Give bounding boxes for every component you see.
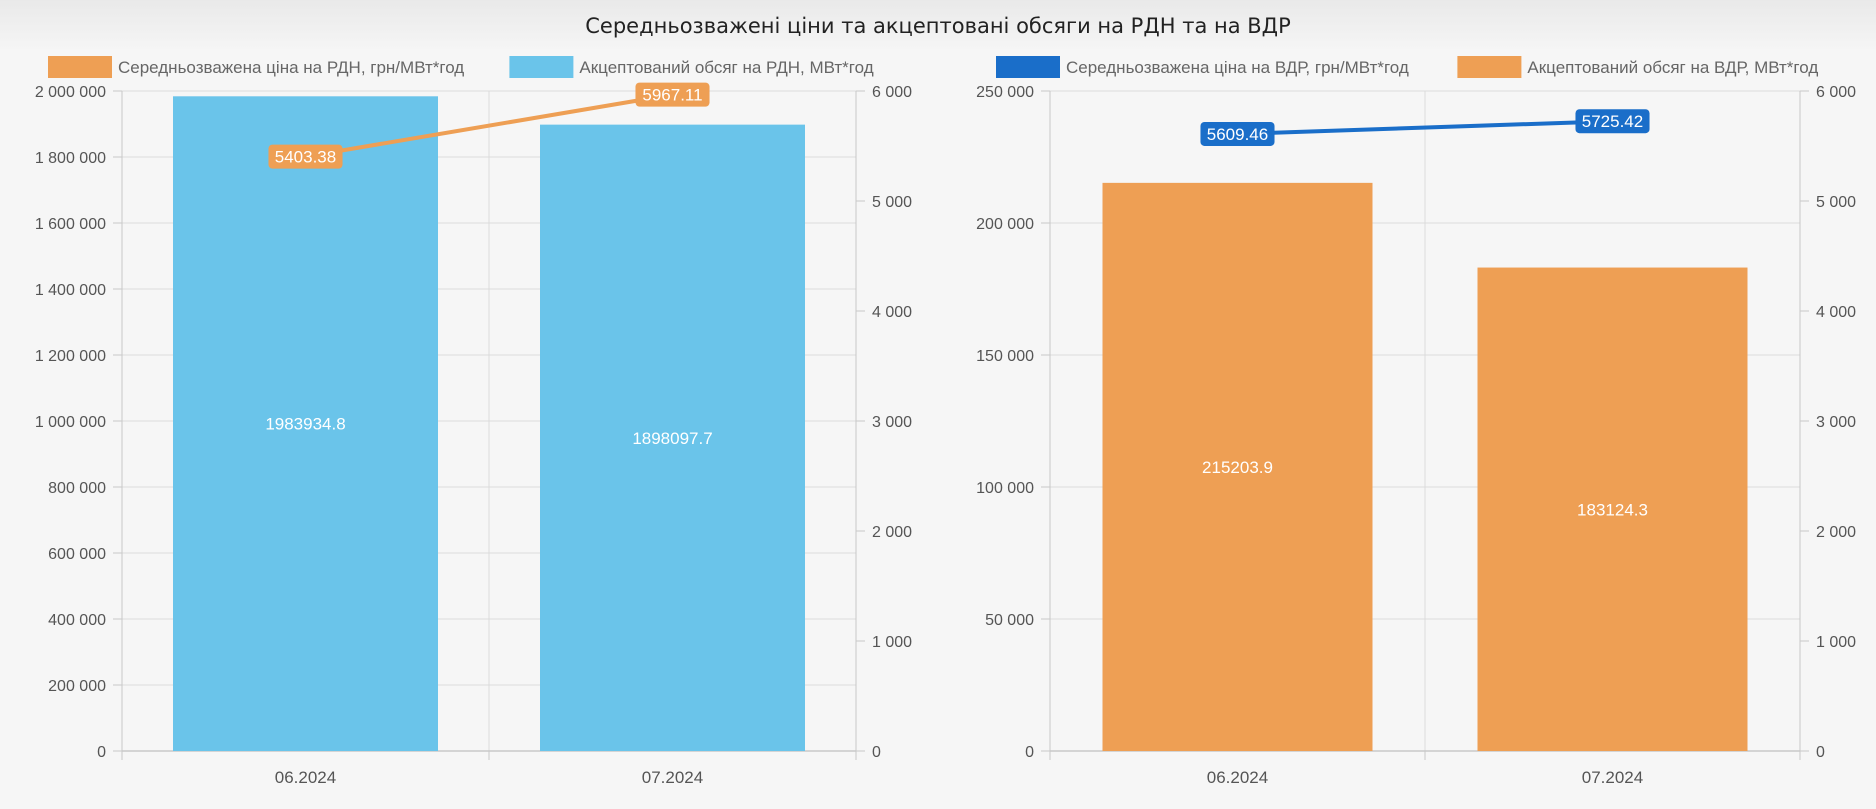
line-point-label-box [635,82,710,107]
chart-1: 0 200 000 400 000 600 000 800 000 1 000 000 1 … [35,56,912,787]
y-left-tick-label: 150 000 [976,348,1034,365]
y-right-tick-label: 5 000 [1816,194,1856,211]
bar-value-label: 1898097.7 [632,429,712,448]
line-point-label: 5967.11 [642,86,702,105]
y-left-tick-label: 50 000 [985,612,1034,629]
chart-2: 0 50 000 100 000 150 000 200 000 250 000 0 1 00… [976,56,1856,787]
y-left-tick-label: 200 000 [976,216,1034,233]
line-point-label: 5403.38 [275,148,336,167]
line-point-label: 5609.46 [1207,125,1268,144]
y-left-tick-label: 1 400 000 [35,282,106,299]
y-left-tick-label: 1 800 000 [35,150,106,167]
y-left-tick-label: 600 000 [48,546,106,563]
legend-label: Акцептований обсяг на РДН, МВт*год [579,58,873,77]
x-tick-label: 07.2024 [642,768,703,787]
x-tick-label: 06.2024 [275,768,336,787]
y-right-tick-label: 2 000 [872,524,912,541]
y-right-tick-label: 0 [1816,744,1825,761]
page-title: Середньозважені ціни та акцептовані обся… [585,14,1291,38]
y-right-tick-label: 5 000 [872,194,912,211]
line-point-label: 5725.42 [1582,112,1643,131]
y-right-tick-label: 4 000 [1816,304,1856,321]
line-series [1235,119,1615,136]
bar-value-label: 183124.3 [1577,500,1648,519]
y-left-tick-label: 1 600 000 [35,216,106,233]
x-tick-label: 06.2024 [1207,768,1268,787]
bar [1102,182,1373,752]
title-bar-background [0,0,1876,52]
y-left-tick-label: 0 [1025,744,1034,761]
x-tick-label: 07.2024 [1582,768,1643,787]
y-right-tick-label: 6 000 [872,84,912,101]
y-left-tick-label: 800 000 [48,480,106,497]
bar-value-label: 215203.9 [1202,458,1273,477]
bar [540,124,805,752]
line-point-label-box [1200,121,1275,146]
y-left-tick-label: 0 [97,744,106,761]
y-right-tick-label: 1 000 [1816,634,1856,651]
y-left-tick-label: 250 000 [976,84,1034,101]
y-left-tick-label: 1 000 000 [35,414,106,431]
y-left-tick-label: 400 000 [48,612,106,629]
y-right-tick-label: 6 000 [1816,84,1856,101]
legend-swatch [48,56,112,78]
y-left-tick-label: 100 000 [976,480,1034,497]
legend-label: Середньозважена ціна на РДН, грн/МВт*год [118,58,464,77]
y-left-tick-label: 200 000 [48,678,106,695]
y-right-tick-label: 2 000 [1816,524,1856,541]
y-right-tick-label: 4 000 [872,304,912,321]
legend-swatch [996,56,1060,78]
legend-swatch [509,56,574,78]
y-right-tick-label: 3 000 [872,414,912,431]
legend-label: Середньозважена ціна на ВДР, грн/МВт*год [1066,58,1409,77]
y-left-tick-label: 2 000 000 [35,84,106,101]
bar-value-label: 1983934.8 [265,415,345,434]
legend-swatch [1457,56,1522,78]
bar [173,96,438,751]
legend-label: Акцептований обсяг на ВДР, МВт*год [1527,58,1818,77]
y-right-tick-label: 3 000 [1816,414,1856,431]
line-series [303,92,675,159]
bar [1477,267,1748,751]
y-right-tick-label: 0 [872,744,881,761]
y-right-tick-label: 1 000 [872,634,912,651]
line-point-label-box [268,144,343,169]
line-point-label-box [1575,109,1650,134]
y-left-tick-label: 1 200 000 [35,348,106,365]
